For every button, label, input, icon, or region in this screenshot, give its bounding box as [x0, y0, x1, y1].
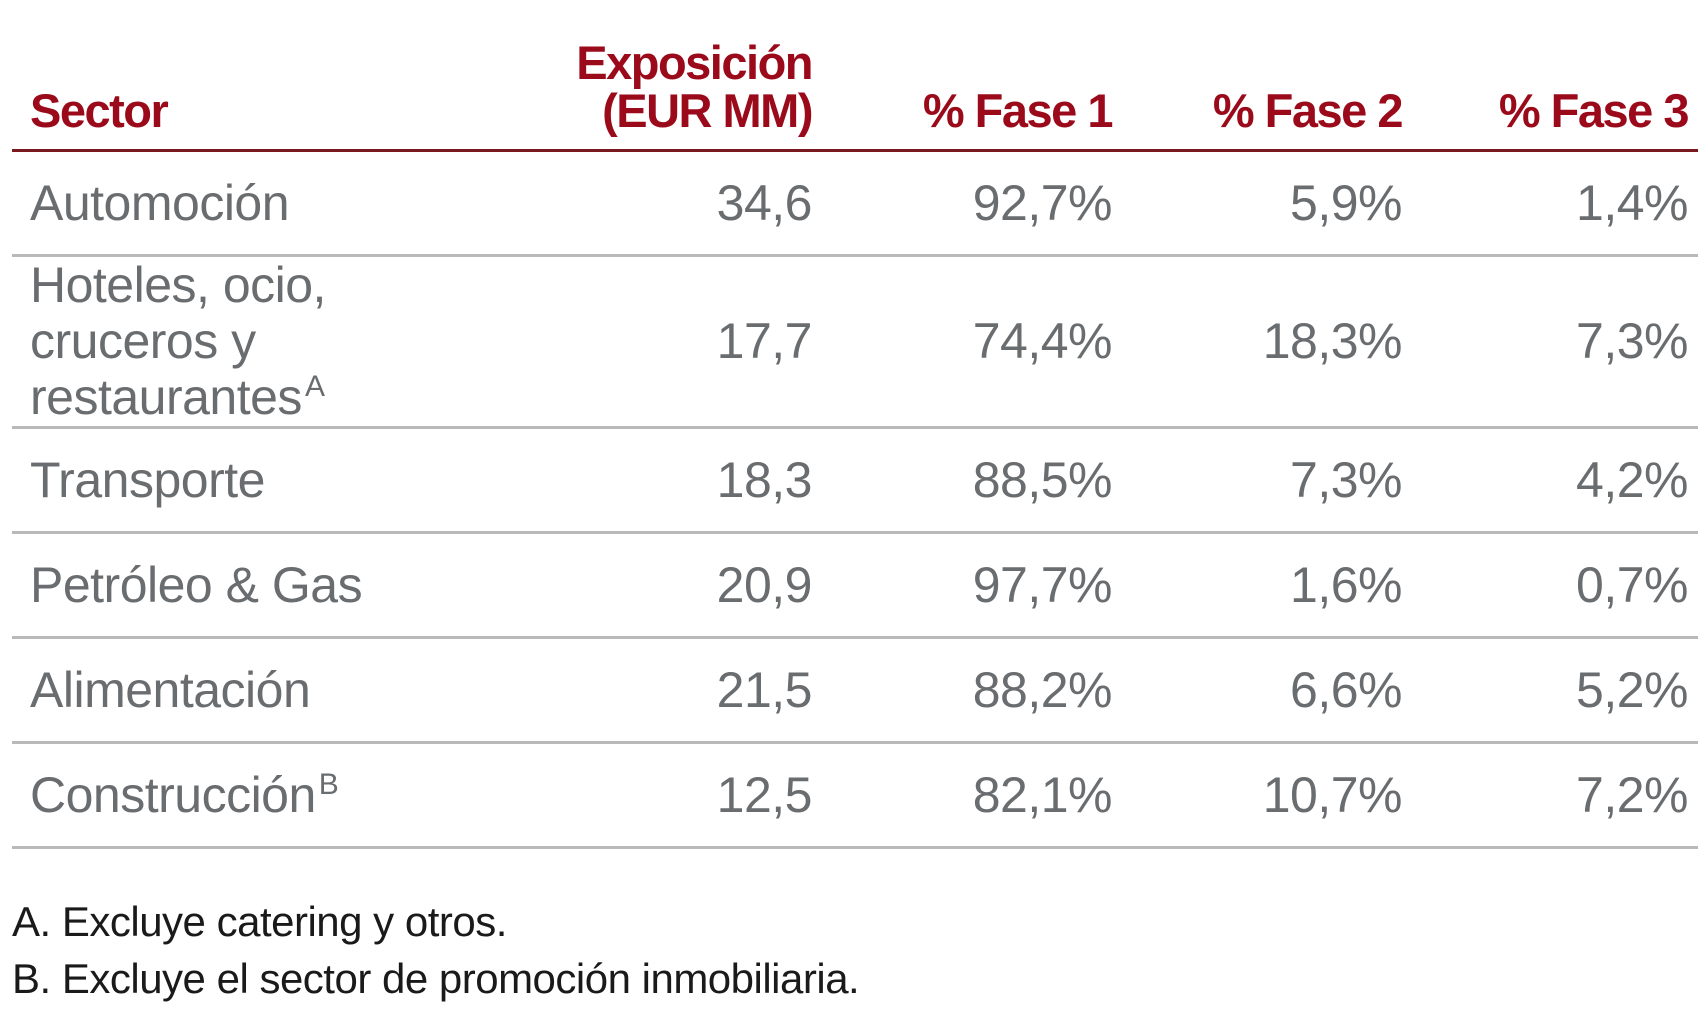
cell-stage1: 88,2%: [822, 637, 1122, 744]
sector-label-line2: cruceros y: [30, 313, 256, 369]
footnote-b: B. Excluye el sector de promoción inmobi…: [12, 955, 860, 1002]
cell-stage2: 5,9%: [1122, 150, 1412, 257]
sector-label: Transporte: [30, 451, 265, 508]
sector-exposure-table-container: Sector Exposición (EUR MM) % Fase 1 % Fa…: [12, 0, 1698, 849]
sector-label: Alimentación: [30, 661, 311, 718]
cell-stage2: 7,3%: [1122, 427, 1412, 534]
cell-stage2: 1,6%: [1122, 532, 1412, 639]
cell-stage2: 10,7%: [1122, 742, 1412, 849]
table-row: Petróleo & Gas 20,9 97,7% 1,6% 0,7%: [12, 532, 1698, 639]
cell-stage3: 0,7%: [1412, 532, 1698, 639]
cell-exposure: 34,6: [482, 150, 822, 257]
header-stage1: % Fase 1: [822, 0, 1122, 152]
table-row: Construcción B 12,5 82,1% 10,7% 7,2%: [12, 742, 1698, 849]
cell-stage3: 7,2%: [1412, 742, 1698, 849]
sector-exposure-table: Sector Exposición (EUR MM) % Fase 1 % Fa…: [12, 0, 1698, 849]
cell-stage1: 88,5%: [822, 427, 1122, 534]
sector-label: Automoción: [30, 174, 290, 231]
sector-label-line3: restaurantes: [30, 369, 302, 425]
header-stage3: % Fase 3: [1412, 0, 1698, 152]
sector-label-line3-wrap: restaurantes A: [30, 369, 472, 425]
header-exposure-line1: Exposición: [576, 35, 813, 89]
cell-sector: Automoción: [12, 150, 482, 257]
table-row: Alimentación 21,5 88,2% 6,6% 5,2%: [12, 637, 1698, 744]
table-body: Automoción 34,6 92,7% 5,9% 1,4% Hoteles,…: [12, 150, 1698, 849]
sector-label: Construcción: [30, 766, 316, 823]
cell-stage3: 7,3%: [1412, 255, 1698, 429]
cell-sector: Alimentación: [12, 637, 482, 744]
cell-stage2: 18,3%: [1122, 255, 1412, 429]
cell-stage1: 97,7%: [822, 532, 1122, 639]
cell-stage3: 4,2%: [1412, 427, 1698, 534]
cell-sector: Construcción B: [12, 742, 482, 849]
cell-sector: Transporte: [12, 427, 482, 534]
cell-stage1: 82,1%: [822, 742, 1122, 849]
footnote-marker-a: A: [304, 370, 325, 404]
header-exposure: Exposición (EUR MM): [482, 0, 822, 152]
cell-sector: Hoteles, ocio, cruceros y restaurantes A: [12, 255, 482, 429]
header-stage2: % Fase 2: [1122, 0, 1412, 152]
table-row: Hoteles, ocio, cruceros y restaurantes A …: [12, 255, 1698, 429]
cell-stage2: 6,6%: [1122, 637, 1412, 744]
table-row: Automoción 34,6 92,7% 5,9% 1,4%: [12, 150, 1698, 257]
cell-exposure: 17,7: [482, 255, 822, 429]
header-sector: Sector: [12, 0, 482, 152]
sector-label: Petróleo & Gas: [30, 556, 363, 613]
table-row: Transporte 18,3 88,5% 7,3% 4,2%: [12, 427, 1698, 534]
header-row: Sector Exposición (EUR MM) % Fase 1 % Fa…: [12, 0, 1698, 152]
header-exposure-line2: (EUR MM): [602, 83, 813, 137]
footnote-a: A. Excluye catering y otros.: [12, 898, 507, 945]
cell-sector: Petróleo & Gas: [12, 532, 482, 639]
footnote-marker-b: B: [318, 767, 339, 801]
cell-exposure: 21,5: [482, 637, 822, 744]
sector-label-line1: Hoteles, ocio,: [30, 257, 326, 313]
cell-stage1: 92,7%: [822, 150, 1122, 257]
cell-stage3: 5,2%: [1412, 637, 1698, 744]
cell-stage3: 1,4%: [1412, 150, 1698, 257]
cell-exposure: 12,5: [482, 742, 822, 849]
table-header: Sector Exposición (EUR MM) % Fase 1 % Fa…: [12, 0, 1698, 152]
cell-stage1: 74,4%: [822, 255, 1122, 429]
cell-exposure: 20,9: [482, 532, 822, 639]
cell-exposure: 18,3: [482, 427, 822, 534]
footnotes: A. Excluye catering y otros. B. Excluye …: [12, 893, 860, 1007]
